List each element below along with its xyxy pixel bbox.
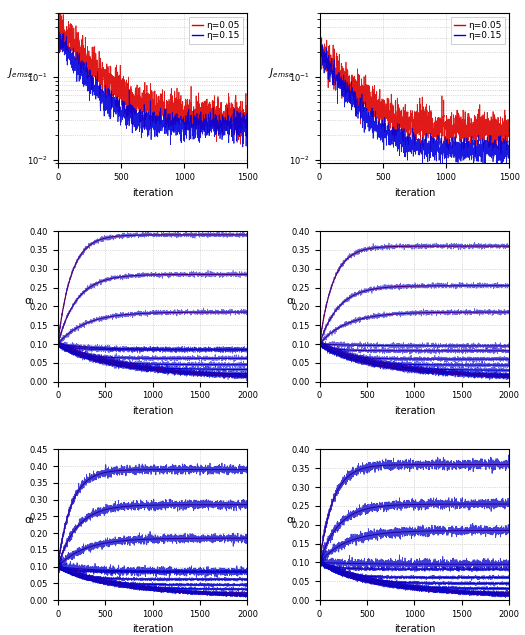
Y-axis label: αᵢ: αᵢ xyxy=(25,297,34,306)
Y-axis label: $J_{emse}$: $J_{emse}$ xyxy=(268,67,295,81)
X-axis label: iteration: iteration xyxy=(132,624,173,634)
Y-axis label: αᵢ: αᵢ xyxy=(287,515,296,525)
Legend: η=0.05, η=0.15: η=0.05, η=0.15 xyxy=(450,17,505,44)
Y-axis label: αᵢ: αᵢ xyxy=(25,515,34,525)
Y-axis label: $J_{emse}$: $J_{emse}$ xyxy=(7,67,33,81)
X-axis label: iteration: iteration xyxy=(394,187,435,197)
Y-axis label: αᵢ: αᵢ xyxy=(287,297,296,306)
X-axis label: iteration: iteration xyxy=(132,187,173,197)
Legend: η=0.05, η=0.15: η=0.05, η=0.15 xyxy=(189,17,243,44)
X-axis label: iteration: iteration xyxy=(394,406,435,416)
X-axis label: iteration: iteration xyxy=(394,624,435,634)
X-axis label: iteration: iteration xyxy=(132,406,173,416)
